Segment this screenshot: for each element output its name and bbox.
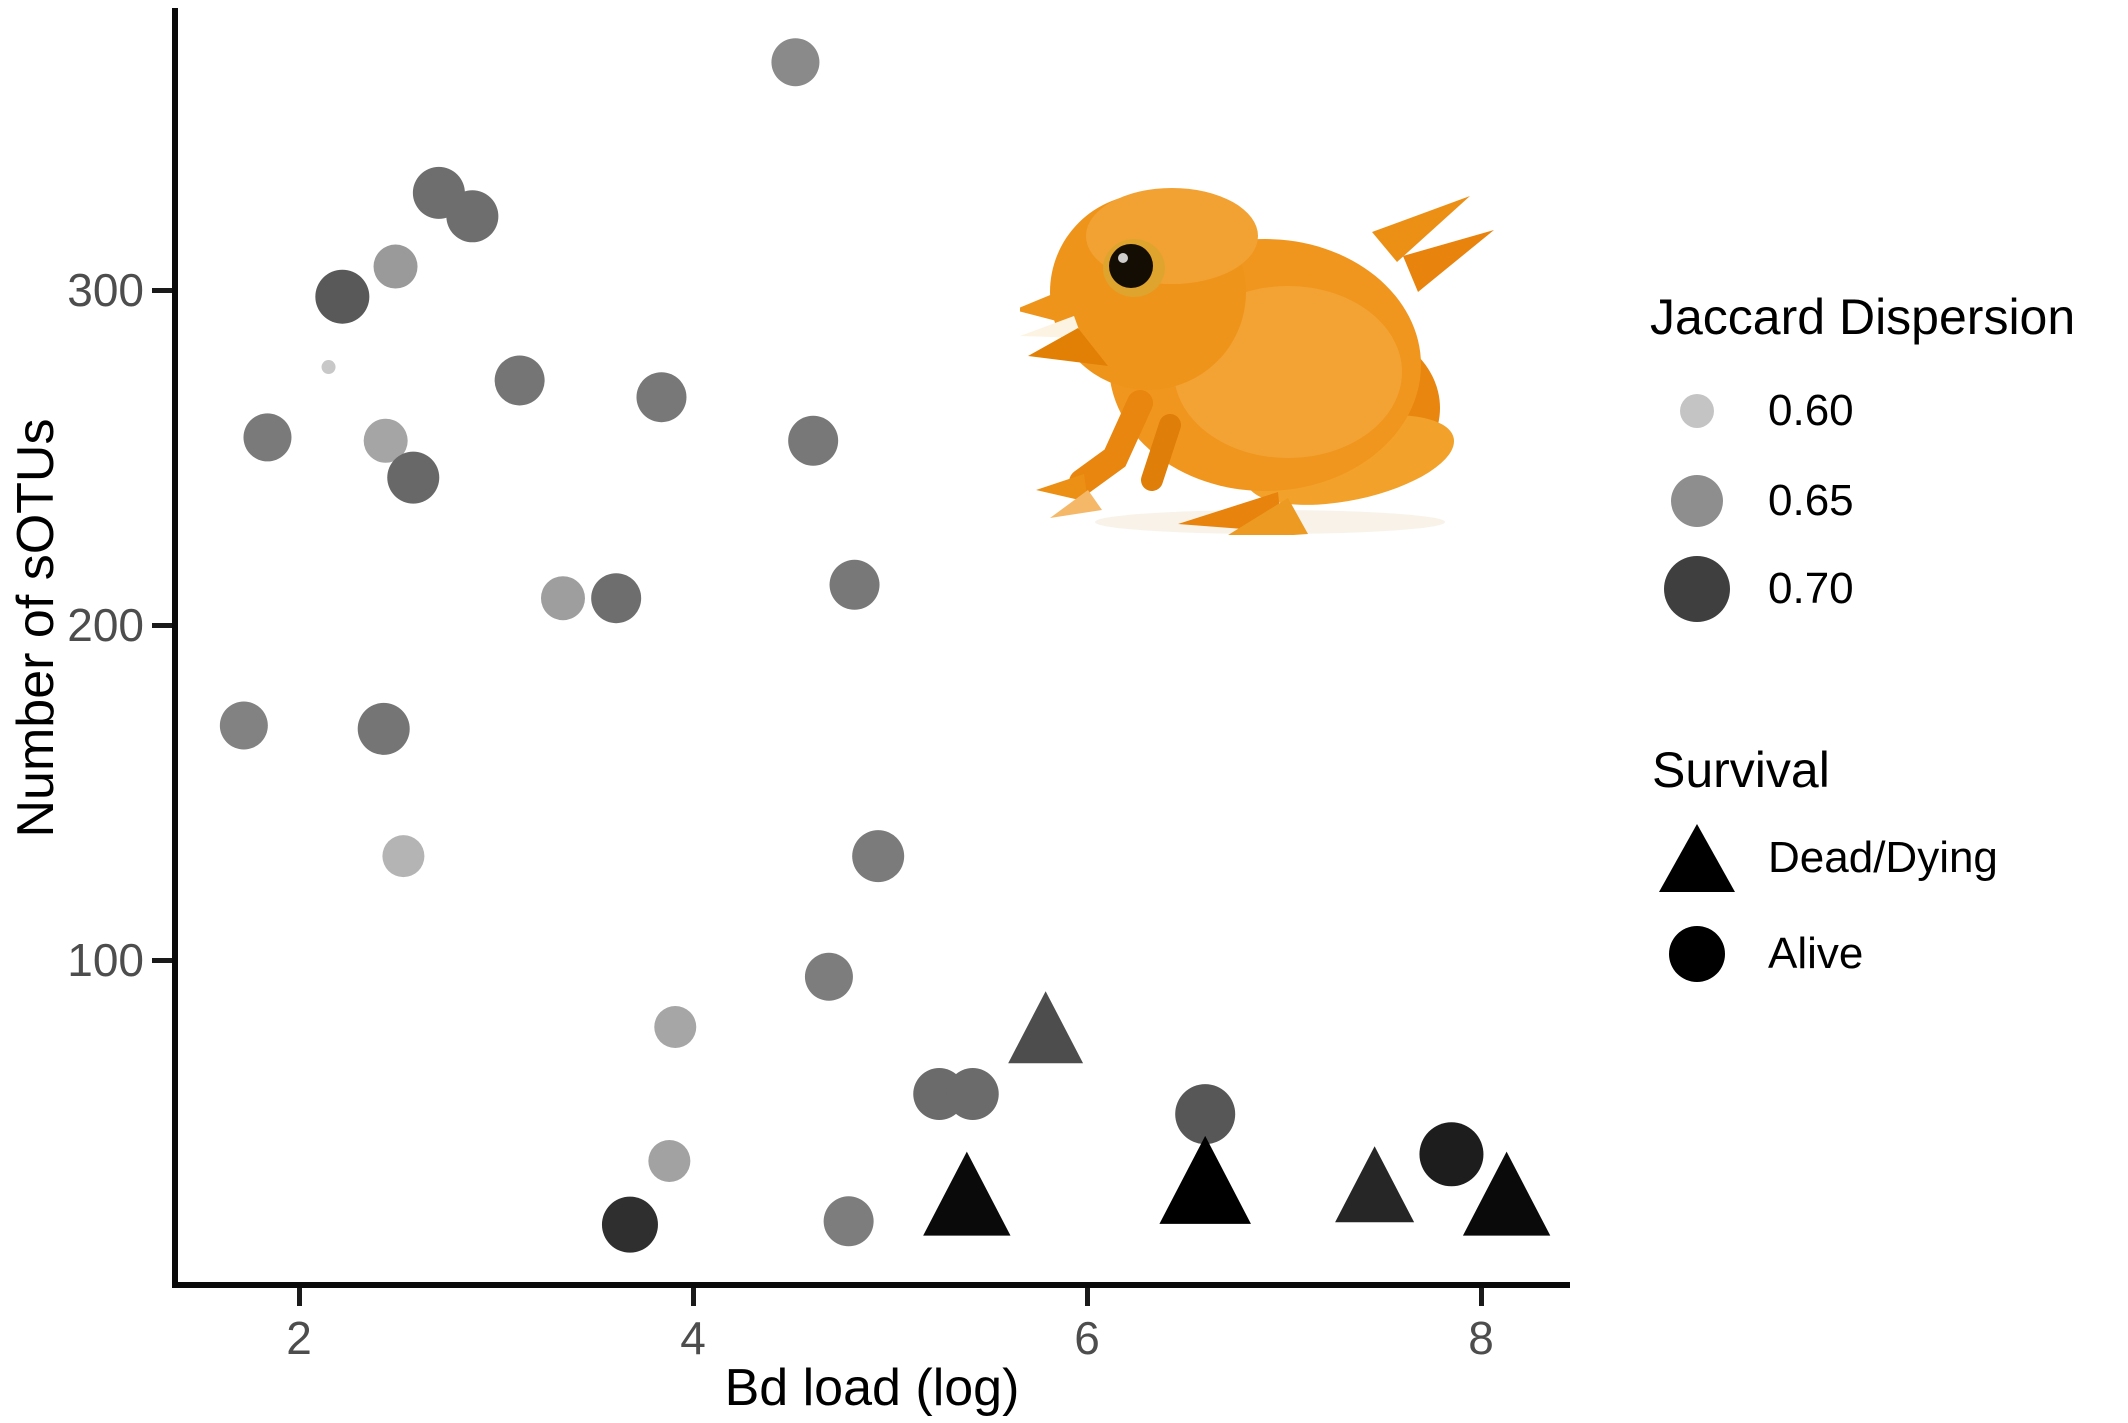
legend-title-survival: Survival [1652, 742, 1830, 798]
data-point-alive-circle [373, 244, 418, 289]
data-point-alive-circle [219, 701, 268, 750]
data-point-alive-circle [648, 1140, 691, 1182]
legend-survival-label: Dead/Dying [1768, 833, 1998, 882]
y-tick-label: 200 [67, 599, 144, 651]
x-tick-label: 4 [680, 1312, 706, 1364]
y-tick-label: 100 [67, 934, 144, 986]
data-point-alive-circle [591, 573, 642, 624]
x-tick-label: 8 [1468, 1312, 1494, 1364]
data-point-alive-circle [1419, 1122, 1484, 1187]
frog-snout [1020, 286, 1076, 326]
data-point-alive-circle [363, 418, 408, 463]
x-tick [1085, 1288, 1090, 1306]
data-point-alive-circle [321, 360, 336, 375]
data-point-alive-circle [243, 413, 292, 462]
x-tick-label: 6 [1074, 1312, 1100, 1364]
data-point-alive-circle [494, 355, 545, 406]
data-point-alive-circle [601, 1196, 658, 1253]
y-axis-line [172, 8, 178, 1288]
frog-lower-jaw [1028, 328, 1108, 366]
data-point-dead-triangle [923, 1151, 1011, 1236]
frog-front-leg [1141, 414, 1181, 491]
frog-front-leg [1069, 390, 1153, 495]
data-point-alive-circle [315, 269, 370, 324]
data-point-alive-circle [636, 372, 687, 423]
x-tick [1479, 1288, 1484, 1306]
legend-dispersion-swatch [1680, 394, 1714, 428]
data-point-alive-circle [829, 559, 880, 610]
y-tick [152, 623, 172, 628]
legend-survival-circle [1669, 926, 1725, 982]
x-tick [691, 1288, 696, 1306]
data-point-dead-triangle [1462, 1151, 1551, 1236]
legend-dispersion-swatch [1671, 475, 1723, 527]
data-point-alive-circle [1175, 1084, 1236, 1145]
data-point-dead-triangle [1008, 991, 1084, 1064]
frog-front-toes [1036, 474, 1088, 502]
frog-mouth-gap [1020, 316, 1082, 338]
frog-front-toes [1050, 490, 1102, 518]
data-point-alive-circle [823, 1196, 874, 1247]
data-point-alive-circle [357, 702, 410, 755]
y-tick [152, 958, 172, 963]
data-point-alive-circle [946, 1068, 999, 1120]
legend-survival-triangle [1659, 824, 1735, 892]
data-point-dead-triangle [1335, 1146, 1415, 1223]
legend-title-jaccard-dispersion: Jaccard Dispersion [1650, 289, 2076, 345]
frog-photo [1020, 188, 1494, 535]
legend-dispersion-label: 0.60 [1768, 386, 1854, 435]
data-point-alive-circle [540, 576, 585, 621]
legend-dispersion-label: 0.70 [1768, 564, 1854, 613]
frog-hind-foot [1228, 498, 1308, 535]
data-point-alive-circle [654, 1006, 697, 1048]
frog-eye [1109, 244, 1153, 288]
data-point-alive-circle [804, 952, 853, 1001]
data-point-alive-circle [852, 830, 905, 883]
x-tick [297, 1288, 302, 1306]
data-point-dead-triangle [1159, 1135, 1251, 1224]
data-point-alive-circle [382, 835, 425, 878]
legend-survival-label: Alive [1768, 929, 1864, 978]
x-axis-title: Bd load (log) [724, 1359, 1020, 1417]
y-tick-label: 300 [67, 264, 144, 316]
data-point-alive-circle [788, 415, 839, 466]
data-point-alive-circle [387, 451, 440, 504]
x-axis-line [172, 1282, 1570, 1288]
data-point-alive-circle [446, 190, 499, 243]
legend-dispersion-swatch [1664, 556, 1730, 622]
frog-rear-toe [1403, 230, 1494, 292]
frog-eye-glint [1118, 253, 1128, 263]
y-tick [152, 288, 172, 293]
data-point-alive-circle [771, 38, 820, 87]
frog-rear-toe [1372, 196, 1470, 262]
x-tick-label: 2 [286, 1312, 312, 1364]
legend-dispersion-label: 0.65 [1768, 476, 1854, 525]
